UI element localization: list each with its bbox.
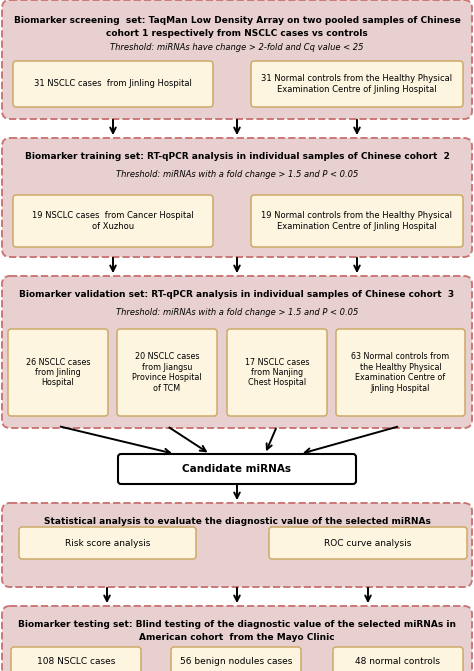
Text: 19 NSCLC cases  from Cancer Hospital
of Xuzhou: 19 NSCLC cases from Cancer Hospital of X…: [32, 211, 194, 231]
Text: 19 Normal controls from the Healthy Physical
Examination Centre of Jinling Hospi: 19 Normal controls from the Healthy Phys…: [262, 211, 453, 231]
FancyBboxPatch shape: [2, 503, 472, 587]
Text: 31 NSCLC cases  from Jinling Hospital: 31 NSCLC cases from Jinling Hospital: [34, 79, 192, 89]
FancyBboxPatch shape: [251, 61, 463, 107]
Text: 31 Normal controls from the Healthy Physical
Examination Centre of Jinling Hospi: 31 Normal controls from the Healthy Phys…: [262, 74, 453, 94]
FancyBboxPatch shape: [336, 329, 465, 416]
FancyBboxPatch shape: [171, 647, 301, 671]
FancyBboxPatch shape: [2, 138, 472, 257]
Text: 63 Normal controls from
the Healthy Physical
Examination Centre of
Jinling Hospi: 63 Normal controls from the Healthy Phys…: [351, 352, 450, 393]
FancyBboxPatch shape: [2, 606, 472, 671]
FancyBboxPatch shape: [333, 647, 463, 671]
FancyBboxPatch shape: [227, 329, 327, 416]
FancyBboxPatch shape: [19, 527, 196, 559]
FancyBboxPatch shape: [13, 61, 213, 107]
Text: 108 NSCLC cases: 108 NSCLC cases: [37, 656, 115, 666]
FancyBboxPatch shape: [2, 276, 472, 428]
Text: Biomarker training set: RT-qPCR analysis in individual samples of Chinese cohort: Biomarker training set: RT-qPCR analysis…: [25, 152, 449, 161]
Text: Threshold: miRNAs with a fold change > 1.5 and P < 0.05: Threshold: miRNAs with a fold change > 1…: [116, 170, 358, 179]
Text: Candidate miRNAs: Candidate miRNAs: [182, 464, 292, 474]
Text: 20 NSCLC cases
from Jiangsu
Province Hospital
of TCM: 20 NSCLC cases from Jiangsu Province Hos…: [132, 352, 202, 393]
FancyBboxPatch shape: [269, 527, 467, 559]
Text: Statistical analysis to evaluate the diagnostic value of the selected miRNAs: Statistical analysis to evaluate the dia…: [44, 517, 430, 526]
Text: Risk score analysis: Risk score analysis: [65, 539, 150, 548]
FancyBboxPatch shape: [8, 329, 108, 416]
Text: Biomarker testing set: Blind testing of the diagnostic value of the selected miR: Biomarker testing set: Blind testing of …: [18, 620, 456, 629]
FancyBboxPatch shape: [117, 329, 217, 416]
Text: Threshold: miRNAs with a fold change > 1.5 and P < 0.05: Threshold: miRNAs with a fold change > 1…: [116, 308, 358, 317]
Text: 17 NSCLC cases
from Nanjing
Chest Hospital: 17 NSCLC cases from Nanjing Chest Hospit…: [245, 358, 309, 387]
Text: Biomarker validation set: RT-qPCR analysis in individual samples of Chinese coho: Biomarker validation set: RT-qPCR analys…: [19, 290, 455, 299]
Text: ROC curve analysis: ROC curve analysis: [324, 539, 412, 548]
Text: 48 normal controls: 48 normal controls: [356, 656, 440, 666]
Text: cohort 1 respectively from NSCLC cases vs controls: cohort 1 respectively from NSCLC cases v…: [106, 29, 368, 38]
Text: 56 benign nodules cases: 56 benign nodules cases: [180, 656, 292, 666]
FancyBboxPatch shape: [118, 454, 356, 484]
FancyBboxPatch shape: [251, 195, 463, 247]
Text: Threshold: miRNAs have change > 2-fold and Cq value < 25: Threshold: miRNAs have change > 2-fold a…: [110, 43, 364, 52]
Text: 26 NSCLC cases
from Jinling
Hospital: 26 NSCLC cases from Jinling Hospital: [26, 358, 90, 387]
FancyBboxPatch shape: [13, 195, 213, 247]
Text: American cohort  from the Mayo Clinic: American cohort from the Mayo Clinic: [139, 633, 335, 642]
Text: Biomarker screening  set: TaqMan Low Density Array on two pooled samples of Chin: Biomarker screening set: TaqMan Low Dens…: [14, 16, 460, 25]
FancyBboxPatch shape: [2, 0, 472, 119]
FancyBboxPatch shape: [11, 647, 141, 671]
